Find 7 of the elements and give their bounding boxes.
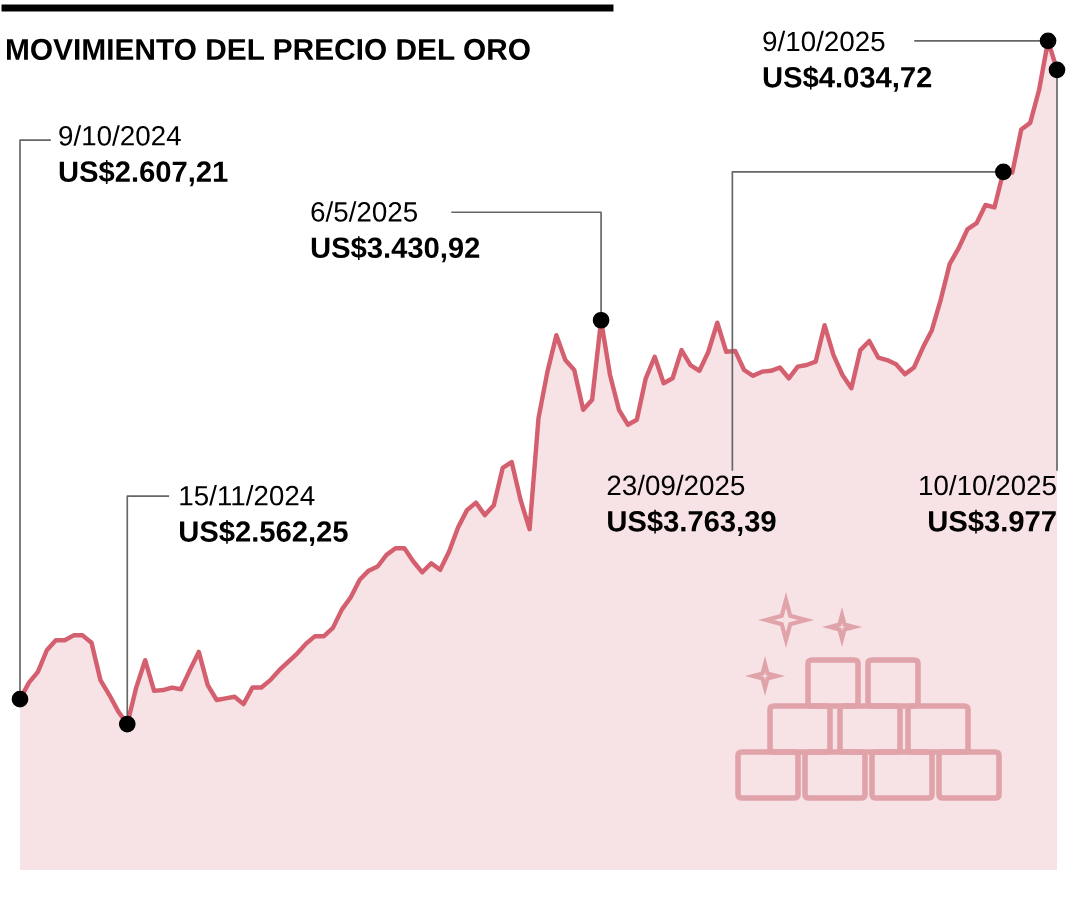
annotation: 10/10/2025 US$3.977: [920, 474, 1056, 534]
chart-title: MOVIMIENTO DEL PRECIO DEL ORO: [7, 38, 530, 61]
annotation: 15/11/2024 US$2.562,25: [180, 485, 348, 547]
annotation: 6/5/2025 US$3.430,92: [311, 201, 480, 263]
annotation: 23/09/2025 US$3.763,39: [607, 474, 776, 536]
annotation: 9/10/2025 US$4.034,72: [763, 30, 932, 92]
annotation: 9/10/2024 US$2.607,21: [59, 125, 228, 187]
